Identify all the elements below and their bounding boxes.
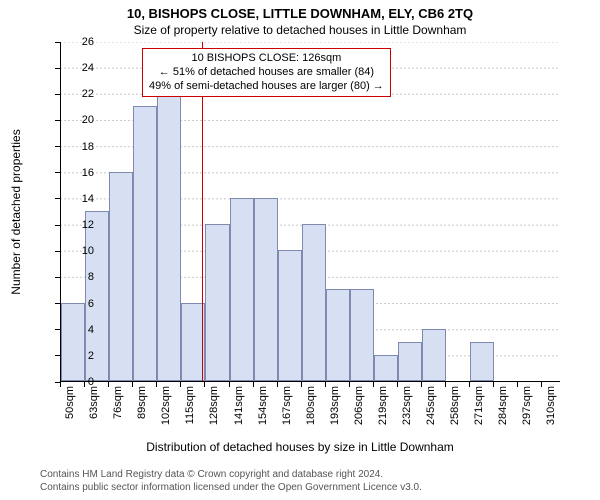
ytick-mark bbox=[55, 277, 60, 278]
ytick-label: 2 bbox=[88, 350, 94, 362]
ytick-mark bbox=[55, 355, 60, 356]
xtick-label: 297sqm bbox=[521, 386, 533, 425]
footer-line-1: Contains HM Land Registry data © Crown c… bbox=[40, 469, 422, 482]
xtick-label: 128sqm bbox=[208, 386, 220, 425]
xtick-mark bbox=[349, 382, 350, 387]
ytick-mark bbox=[55, 42, 60, 43]
ytick-label: 10 bbox=[82, 245, 94, 257]
xtick-mark bbox=[397, 382, 398, 387]
xtick-label: 232sqm bbox=[401, 386, 413, 425]
xtick-mark bbox=[84, 382, 85, 387]
chart-container: 10, BISHOPS CLOSE, LITTLE DOWNHAM, ELY, … bbox=[0, 0, 600, 500]
x-axis-label: Distribution of detached houses by size … bbox=[0, 440, 600, 454]
ytick-label: 8 bbox=[88, 271, 94, 283]
ytick-mark bbox=[55, 198, 60, 199]
xtick-label: 50sqm bbox=[64, 386, 76, 419]
footer-attribution: Contains HM Land Registry data © Crown c… bbox=[40, 469, 422, 494]
xtick-mark bbox=[180, 382, 181, 387]
xtick-label: 180sqm bbox=[305, 386, 317, 425]
ytick-label: 16 bbox=[82, 167, 94, 179]
ytick-mark bbox=[55, 303, 60, 304]
ytick-mark bbox=[55, 146, 60, 147]
xtick-label: 193sqm bbox=[329, 386, 341, 425]
xtick-label: 219sqm bbox=[377, 386, 389, 425]
histogram-bar bbox=[254, 198, 278, 381]
histogram-bar bbox=[230, 198, 254, 381]
xtick-mark bbox=[421, 382, 422, 387]
histogram-bar bbox=[133, 106, 157, 381]
ytick-mark bbox=[55, 172, 60, 173]
histogram-bar bbox=[109, 172, 133, 381]
xtick-label: 258sqm bbox=[449, 386, 461, 425]
xtick-label: 76sqm bbox=[112, 386, 124, 419]
ytick-mark bbox=[55, 68, 60, 69]
footer-line-2: Contains public sector information licen… bbox=[40, 482, 422, 495]
xtick-label: 102sqm bbox=[160, 386, 172, 425]
histogram-bar bbox=[350, 289, 374, 381]
xtick-mark bbox=[60, 382, 61, 387]
ytick-label: 20 bbox=[82, 114, 94, 126]
ytick-label: 18 bbox=[82, 141, 94, 153]
xtick-label: 245sqm bbox=[425, 386, 437, 425]
xtick-label: 63sqm bbox=[88, 386, 100, 419]
ytick-mark bbox=[55, 329, 60, 330]
xtick-mark bbox=[493, 382, 494, 387]
annotation-box: 10 BISHOPS CLOSE: 126sqm← 51% of detache… bbox=[142, 48, 391, 97]
histogram-bar bbox=[157, 93, 181, 381]
ytick-label: 26 bbox=[82, 36, 94, 48]
ytick-mark bbox=[55, 94, 60, 95]
annotation-line-3: 49% of semi-detached houses are larger (… bbox=[149, 80, 384, 94]
histogram-bar bbox=[470, 342, 494, 381]
xtick-mark bbox=[325, 382, 326, 387]
y-axis-label: Number of detached properties bbox=[9, 129, 23, 294]
histogram-bar bbox=[302, 224, 326, 381]
xtick-label: 154sqm bbox=[257, 386, 269, 425]
ytick-mark bbox=[55, 225, 60, 226]
histogram-bar bbox=[61, 303, 85, 381]
xtick-mark bbox=[277, 382, 278, 387]
ytick-label: 6 bbox=[88, 298, 94, 310]
xtick-mark bbox=[132, 382, 133, 387]
annotation-line-1: 10 BISHOPS CLOSE: 126sqm bbox=[149, 52, 384, 66]
chart-title-sub: Size of property relative to detached ho… bbox=[0, 21, 600, 37]
histogram-bar bbox=[326, 289, 350, 381]
xtick-label: 206sqm bbox=[353, 386, 365, 425]
ytick-label: 4 bbox=[88, 324, 94, 336]
xtick-mark bbox=[108, 382, 109, 387]
histogram-bar bbox=[398, 342, 422, 381]
xtick-label: 284sqm bbox=[497, 386, 509, 425]
ytick-mark bbox=[55, 251, 60, 252]
xtick-mark bbox=[301, 382, 302, 387]
xtick-mark bbox=[469, 382, 470, 387]
chart-title-main: 10, BISHOPS CLOSE, LITTLE DOWNHAM, ELY, … bbox=[0, 0, 600, 21]
histogram-bar bbox=[278, 250, 302, 381]
histogram-bar bbox=[205, 224, 229, 381]
xtick-label: 141sqm bbox=[233, 386, 245, 425]
xtick-label: 310sqm bbox=[545, 386, 557, 425]
xtick-mark bbox=[253, 382, 254, 387]
xtick-mark bbox=[204, 382, 205, 387]
ytick-label: 0 bbox=[88, 376, 94, 388]
xtick-mark bbox=[517, 382, 518, 387]
histogram-bar bbox=[422, 329, 446, 381]
xtick-mark bbox=[373, 382, 374, 387]
ytick-label: 12 bbox=[82, 219, 94, 231]
xtick-label: 167sqm bbox=[281, 386, 293, 425]
annotation-line-2: ← 51% of detached houses are smaller (84… bbox=[149, 66, 384, 80]
xtick-mark bbox=[229, 382, 230, 387]
ytick-label: 14 bbox=[82, 193, 94, 205]
histogram-bar bbox=[374, 355, 398, 381]
xtick-mark bbox=[541, 382, 542, 387]
ytick-label: 22 bbox=[82, 88, 94, 100]
ytick-label: 24 bbox=[82, 62, 94, 74]
xtick-label: 115sqm bbox=[184, 386, 196, 424]
xtick-mark bbox=[156, 382, 157, 387]
xtick-mark bbox=[445, 382, 446, 387]
xtick-label: 89sqm bbox=[136, 386, 148, 419]
ytick-mark bbox=[55, 120, 60, 121]
xtick-label: 271sqm bbox=[473, 386, 485, 425]
